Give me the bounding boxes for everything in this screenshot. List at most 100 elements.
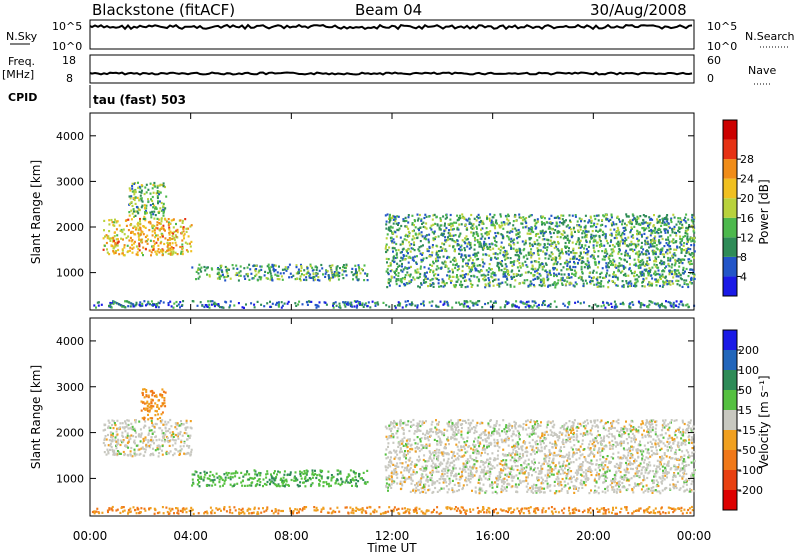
data-cell (444, 236, 446, 238)
data-cell (219, 306, 221, 308)
data-cell (529, 242, 531, 244)
data-cell (288, 301, 290, 303)
data-cell (103, 442, 105, 444)
data-cell (122, 248, 124, 250)
data-cell (336, 269, 338, 271)
data-cell (387, 213, 389, 215)
data-cell (436, 265, 438, 267)
data-cell (673, 242, 675, 244)
data-cell (537, 278, 539, 280)
data-cell (233, 485, 235, 487)
data-cell (513, 248, 515, 250)
data-cell (157, 445, 159, 447)
data-cell (651, 243, 653, 245)
data-cell (581, 232, 583, 234)
data-cell (431, 305, 433, 307)
data-cell (690, 419, 692, 421)
data-cell (548, 258, 550, 260)
data-cell (360, 477, 362, 479)
data-cell (689, 262, 691, 264)
data-cell (163, 185, 165, 187)
data-cell (595, 230, 597, 232)
data-cell (175, 223, 177, 225)
data-cell (688, 275, 690, 277)
data-cell (503, 271, 505, 273)
data-cell (159, 448, 161, 450)
data-cell (476, 228, 478, 230)
data-cell (585, 230, 587, 232)
data-cell (542, 268, 544, 270)
data-cell (455, 302, 457, 304)
data-cell (680, 274, 682, 276)
data-cell (680, 300, 682, 302)
data-cell (644, 229, 646, 231)
data-cell (154, 232, 156, 234)
data-cell (634, 259, 636, 261)
data-cell (457, 219, 459, 221)
data-cell (480, 238, 482, 240)
data-cell (131, 188, 133, 190)
data-cell (612, 264, 614, 266)
data-cell (669, 234, 671, 236)
data-cell (402, 241, 404, 243)
data-cell (610, 264, 612, 266)
data-cell (414, 219, 416, 221)
data-cell (176, 236, 178, 238)
data-cell (423, 300, 425, 302)
data-cell (529, 233, 531, 235)
data-cell (122, 441, 124, 443)
data-cell (624, 254, 626, 256)
data-cell (191, 449, 193, 451)
data-cell (649, 282, 651, 284)
data-cell (138, 199, 140, 201)
data-cell (435, 258, 437, 260)
data-cell (281, 301, 283, 303)
data-cell (444, 301, 446, 303)
data-cell (506, 265, 508, 267)
data-cell (451, 307, 453, 309)
data-cell (466, 264, 468, 266)
data-cell (385, 251, 387, 253)
data-cell (600, 240, 602, 242)
data-cell (525, 240, 527, 242)
data-cell (543, 278, 545, 280)
data-cell (645, 277, 647, 279)
data-cell (513, 273, 515, 275)
data-cell (666, 441, 668, 443)
data-cell (277, 485, 279, 487)
data-cell (644, 215, 646, 217)
data-cell (146, 402, 148, 404)
data-cell (236, 483, 238, 485)
data-cell (234, 472, 236, 474)
data-cell (317, 276, 319, 278)
data-cell (562, 234, 564, 236)
data-cell (598, 214, 600, 216)
data-cell (612, 244, 614, 246)
data-cell (158, 408, 160, 410)
data-cell (438, 250, 440, 252)
data-cell (440, 285, 442, 287)
data-cell (138, 229, 140, 231)
data-cell (146, 235, 148, 237)
data-cell (400, 278, 402, 280)
data-cell (133, 208, 135, 210)
data-cell (625, 275, 627, 277)
data-cell (543, 222, 545, 224)
data-cell (145, 391, 147, 393)
data-cell (585, 280, 587, 282)
data-cell (398, 216, 400, 218)
data-cell (124, 233, 126, 235)
data-cell (523, 303, 525, 305)
data-cell (477, 252, 479, 254)
data-cell (455, 234, 457, 236)
data-cell (104, 451, 106, 453)
data-cell (216, 473, 218, 475)
data-cell (393, 219, 395, 221)
data-cell (497, 232, 499, 234)
data-cell (363, 472, 365, 474)
data-cell (321, 477, 323, 479)
data-cell (307, 267, 309, 269)
data-cell (640, 260, 642, 262)
data-cell (396, 256, 398, 258)
data-cell (501, 242, 503, 244)
